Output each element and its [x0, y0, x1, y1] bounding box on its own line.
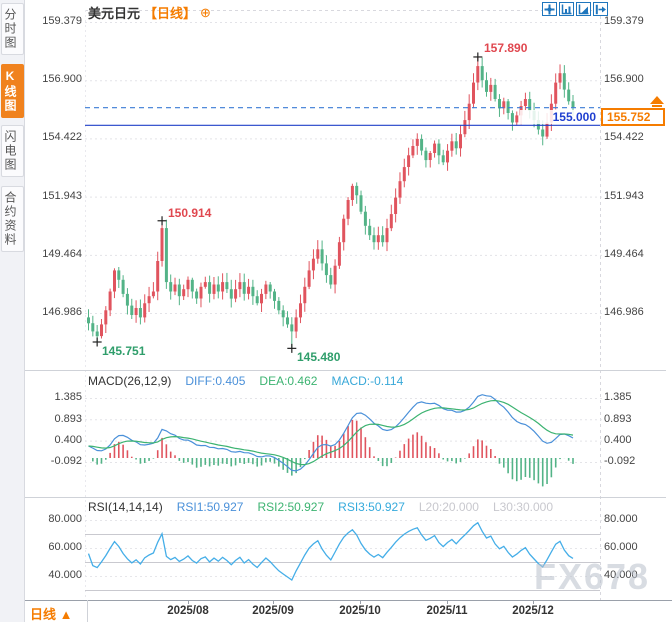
macd-hist-value: MACD:-0.114	[331, 374, 404, 388]
x-axis-date: 2025/10	[339, 605, 381, 617]
pan-right-icon	[595, 4, 606, 14]
y-axis-label: 154.422	[604, 131, 644, 143]
y-axis-label: 149.464	[42, 248, 82, 260]
sidebar-tab-lightning[interactable]: 闪电图	[1, 125, 24, 177]
macd-axis-label: 0.893	[54, 413, 82, 425]
sidebar-tab-timeshare[interactable]: 分时图	[1, 3, 24, 55]
add-icon[interactable]: ⊕	[200, 5, 211, 20]
crosshair-tool-button[interactable]	[542, 2, 557, 16]
rsi-axis-label: 40.000	[48, 569, 82, 581]
macd-axis-label: 0.400	[604, 434, 632, 446]
axis-zoom-out-button[interactable]	[576, 2, 591, 16]
price-alert-label: 155.000	[520, 110, 598, 124]
period-selector[interactable]: 日线 ▲	[30, 607, 73, 622]
y-axis-label: 151.943	[42, 190, 82, 202]
rsi-l30-value: L30:30.000	[492, 500, 553, 514]
macd-header: MACD(26,12,9) DIFF:0.405 DEA:0.462 MACD:…	[88, 374, 403, 388]
sidebar: 分时图 K线图 闪电图 合约资料	[0, 0, 25, 622]
high-annotation: 157.890	[484, 41, 528, 55]
rsi-axis-label: 80.000	[604, 513, 638, 525]
axis-zoom-in-icon	[561, 4, 572, 14]
pan-right-button[interactable]	[593, 2, 608, 16]
macd-axis-label: 0.893	[604, 413, 632, 425]
macd-axis-label: 0.400	[54, 434, 82, 446]
high-annotation: 150.914	[168, 206, 212, 220]
macd-axis-label: -0.092	[50, 455, 82, 467]
rsi3-value: RSI3:50.927	[338, 500, 405, 514]
price-up-arrow-base	[652, 105, 662, 107]
y-axis-label: 146.986	[604, 306, 644, 318]
x-axis-date: 2025/09	[252, 605, 294, 617]
macd-axis-label: 1.385	[54, 391, 82, 403]
y-axis-label: 156.900	[604, 73, 644, 85]
rsi-axis-label: 40.000	[604, 569, 638, 581]
low-annotation: 145.751	[102, 344, 146, 358]
rsi1-value: RSI1:50.927	[176, 500, 244, 514]
axis-zoom-out-icon	[578, 4, 589, 14]
chart-title: 美元日元 【日线】 ⊕	[88, 3, 211, 22]
current-price-tag: 155.752	[601, 108, 665, 126]
rsi-header: RSI(14,14,14) RSI1:50.927 RSI2:50.927 RS…	[88, 500, 553, 514]
macd-axis-label: 1.385	[604, 391, 632, 403]
y-axis-label: 146.986	[42, 306, 82, 318]
rsi-axis-label: 80.000	[48, 513, 82, 525]
axis-zoom-in-button[interactable]	[559, 2, 574, 16]
x-axis-date: 2025/08	[167, 605, 209, 617]
low-annotation: 145.480	[297, 350, 341, 364]
rsi-axis-label: 60.000	[48, 541, 82, 553]
chart-toolbar	[542, 2, 608, 16]
y-axis-label: 159.379	[42, 15, 82, 27]
y-axis-label: 151.943	[604, 190, 644, 202]
macd-axis-label: -0.092	[604, 455, 636, 467]
y-axis-label: 154.422	[42, 131, 82, 143]
rsi-axis-label: 60.000	[604, 541, 638, 553]
rsi2-value: RSI2:50.927	[257, 500, 325, 514]
y-axis-label: 149.464	[604, 248, 644, 260]
rsi-title: RSI(14,14,14)	[88, 500, 163, 514]
symbol-name: 美元日元	[88, 6, 141, 21]
y-axis-label: 156.900	[42, 73, 82, 85]
macd-title: MACD(26,12,9)	[88, 374, 172, 388]
rsi-l20-value: L20:20.000	[418, 500, 479, 514]
period-tag: 【日线】	[144, 6, 197, 21]
y-axis-label: 159.379	[604, 15, 644, 27]
price-up-arrow-icon	[650, 96, 664, 104]
x-axis-date: 2025/11	[426, 605, 468, 617]
sidebar-tab-contract-info[interactable]: 合约资料	[1, 186, 24, 252]
crosshair-icon	[544, 4, 555, 14]
macd-diff-value: DIFF:0.405	[185, 374, 246, 388]
x-axis-date: 2025/12	[512, 605, 554, 617]
sidebar-tab-kline[interactable]: K线图	[1, 64, 24, 118]
macd-dea-value: DEA:0.462	[259, 374, 318, 388]
